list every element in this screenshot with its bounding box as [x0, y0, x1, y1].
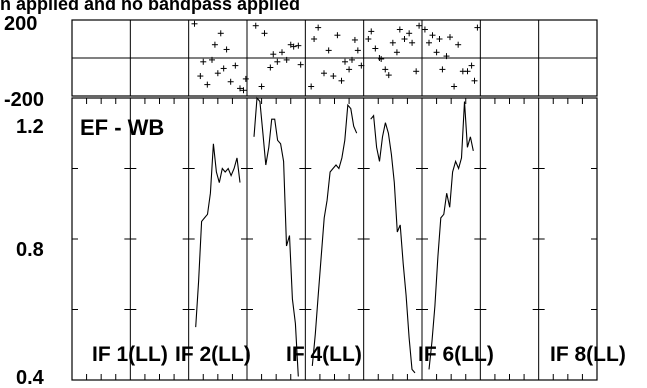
- phase-point: [351, 36, 358, 43]
- phase-point: [439, 66, 446, 73]
- phase-point: [283, 56, 290, 63]
- phase-point: [389, 39, 396, 46]
- phase-point: [315, 24, 322, 31]
- phase-point: [406, 30, 413, 37]
- phase-point: [214, 70, 221, 77]
- phase-point: [237, 85, 243, 92]
- phase-point: [290, 43, 297, 50]
- phase-point: [227, 78, 234, 85]
- phase-point: [220, 65, 227, 72]
- phase-point: [204, 81, 211, 88]
- phase-point: [325, 47, 332, 54]
- if-label-4: IF 4(LL): [286, 343, 362, 366]
- phase-point: [382, 66, 389, 73]
- phase-point: [429, 32, 436, 39]
- phase-point: [409, 39, 416, 46]
- amp-series-line: [253, 96, 299, 377]
- amp-series-line: [428, 101, 474, 370]
- phase-ytick-bottom: -200: [4, 89, 44, 111]
- phase-point: [240, 87, 247, 94]
- phase-point: [474, 24, 481, 31]
- amp-series-line: [370, 114, 416, 374]
- phase-point: [471, 77, 478, 84]
- phase-point: [468, 62, 475, 69]
- phase-point: [354, 47, 361, 54]
- phase-point: [267, 64, 274, 71]
- phase-point: [426, 39, 432, 46]
- phase-point: [321, 70, 327, 77]
- phase-point: [261, 30, 268, 37]
- amp-ytick-0.4: 0.4: [16, 367, 45, 388]
- phase-point: [349, 56, 355, 63]
- phase-point: [436, 36, 443, 42]
- phase-point: [433, 49, 440, 56]
- phase-point: [416, 22, 423, 29]
- phase-point: [421, 26, 428, 33]
- amp-panel-border: [71, 97, 598, 381]
- phase-point: [372, 45, 379, 52]
- phase-point: [338, 77, 345, 84]
- phase-point: [385, 72, 392, 79]
- phase-point: [258, 83, 265, 90]
- phase-point: [451, 83, 458, 90]
- phase-point: [464, 68, 471, 75]
- phase-point: [191, 20, 198, 27]
- phase-point: [447, 34, 453, 41]
- phase-point: [279, 49, 285, 56]
- phase-point: [358, 62, 365, 69]
- amp-ytick-0.8: 0.8: [16, 239, 44, 261]
- phase-point: [274, 58, 281, 65]
- if-label-1: IF 1(LL): [92, 343, 168, 366]
- if-label-8: IF 8(LL): [550, 343, 626, 366]
- phase-point: [252, 22, 259, 29]
- phase-ytick-top: 200: [4, 13, 37, 35]
- if-label-6: IF 6(LL): [418, 343, 494, 366]
- amp-ytick-1.2: 1.2: [16, 116, 44, 138]
- phase-point: [197, 73, 204, 80]
- phase-point: [365, 36, 372, 42]
- amp-series-line: [195, 143, 241, 328]
- chart-frame: [71, 19, 598, 381]
- phase-point: [295, 42, 302, 49]
- phase-point: [209, 56, 215, 63]
- phase-point: [232, 62, 239, 69]
- phase-point: [334, 32, 341, 39]
- phase-point: [443, 53, 450, 60]
- phase-point: [346, 66, 353, 73]
- phase-panel: [191, 20, 481, 94]
- phase-point: [455, 41, 462, 48]
- phase-point: [211, 41, 218, 48]
- phase-point: [393, 49, 400, 56]
- phase-point: [242, 75, 249, 82]
- phase-point: [223, 46, 230, 53]
- phase-point: [330, 73, 337, 80]
- amp-series-line: [311, 103, 358, 366]
- phase-point: [396, 26, 403, 33]
- phase-point: [297, 61, 304, 68]
- chart-title: n applied and no bandpass applied: [0, 0, 300, 14]
- if-label-2: IF 2(LL): [175, 343, 251, 366]
- phase-point: [413, 68, 420, 75]
- amplitude-panel: [195, 96, 474, 377]
- phase-point: [270, 51, 277, 58]
- phase-point: [342, 58, 348, 65]
- amp-panel-label: EF - WB: [80, 115, 164, 140]
- phase-point: [378, 55, 385, 62]
- phase-point: [368, 28, 375, 35]
- phase-point: [311, 36, 318, 42]
- phase-point: [401, 36, 408, 42]
- phase-point: [308, 83, 315, 90]
- phase-point: [200, 58, 207, 65]
- phase-point: [217, 30, 224, 37]
